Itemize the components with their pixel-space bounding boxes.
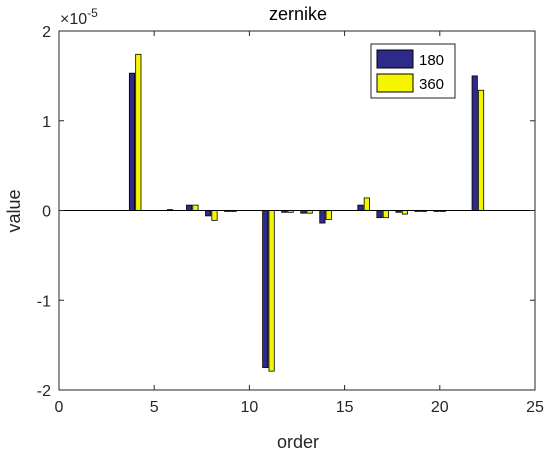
bar-360-14: [325, 210, 332, 220]
bar-360-7: [192, 204, 199, 211]
y-exponent-base: ×10: [60, 11, 87, 28]
x-tick-label: 10: [241, 399, 259, 416]
legend-label-180: 180: [419, 52, 444, 69]
bar-360-16: [363, 197, 370, 211]
bar-180-22: [471, 75, 478, 211]
bar-180-4: [128, 72, 136, 211]
x-tick-label: 15: [336, 399, 354, 416]
y-tick-label: 1: [42, 114, 51, 131]
bar-180-8: [205, 210, 212, 217]
bar-360-18: [401, 210, 408, 215]
bar-360-22: [477, 89, 485, 211]
bar-180-14: [319, 210, 326, 224]
chart-title: zernike: [269, 4, 327, 24]
bar-180-16: [357, 204, 364, 211]
y-tick-label: 2: [42, 24, 51, 41]
svg-text:×10-5: ×10-5: [60, 6, 98, 28]
y-tick-label: -1: [37, 293, 51, 310]
x-tick-label: 25: [526, 399, 544, 416]
bar-360-8: [211, 210, 218, 221]
bar-360-11: [268, 210, 275, 372]
bar-180-11: [262, 210, 269, 368]
bar-180-7: [186, 204, 193, 211]
axis-ticks: [58, 30, 536, 391]
x-axis-label: order: [277, 432, 319, 452]
y-exponent: ×10-5: [60, 6, 98, 28]
y-tick-label: 0: [42, 204, 51, 221]
legend-label-360: 360: [419, 76, 444, 93]
y-tick-label: -2: [37, 383, 51, 400]
legend-swatch-360: [376, 73, 414, 93]
y-axis-label: value: [4, 189, 24, 232]
x-tick-labels: 0 5 10 15 20 25: [55, 399, 544, 416]
x-tick-label: 5: [150, 399, 159, 416]
bar-180-17: [376, 210, 383, 219]
x-tick-label: 0: [55, 399, 64, 416]
x-tick-label: 20: [431, 399, 449, 416]
y-exponent-power: -5: [87, 6, 98, 20]
legend-swatch-180: [376, 49, 414, 69]
bar-360-4: [135, 53, 142, 211]
bar-360-17: [382, 210, 389, 219]
y-tick-labels: -2 -1 0 1 2: [37, 24, 51, 400]
